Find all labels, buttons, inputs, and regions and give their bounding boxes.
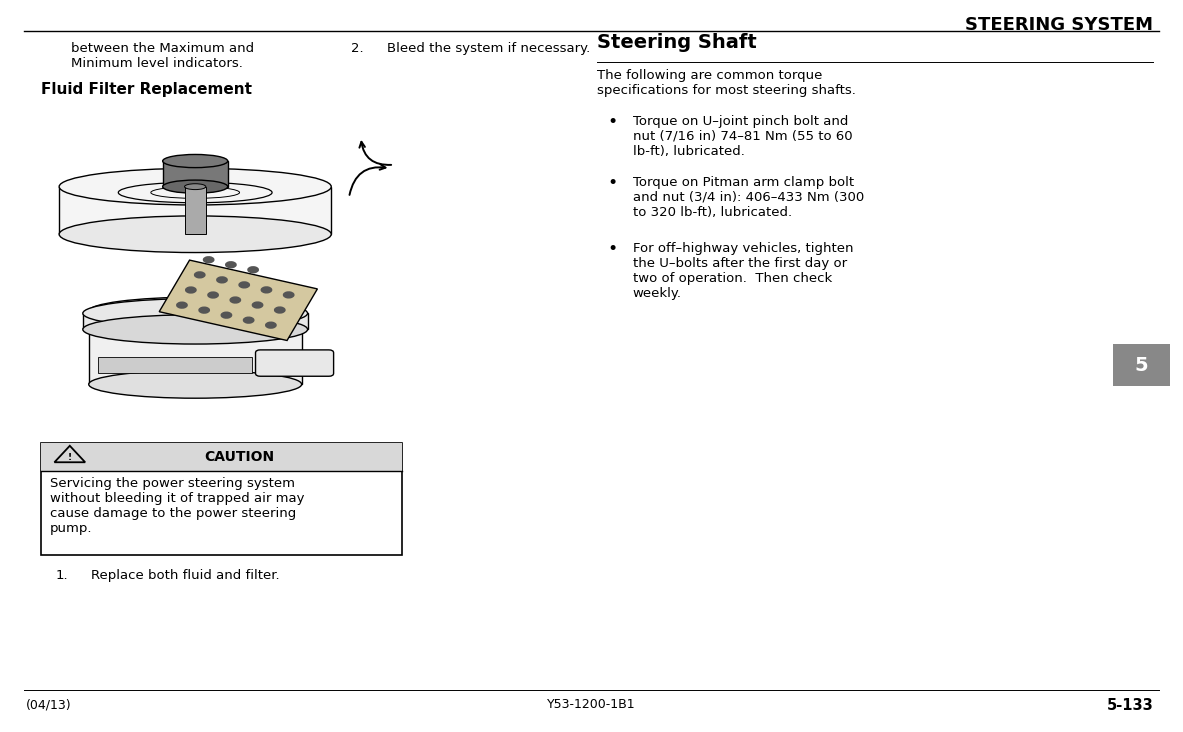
Circle shape — [199, 307, 211, 314]
Text: Bleed the system if necessary.: Bleed the system if necessary. — [387, 42, 590, 56]
Circle shape — [243, 316, 254, 324]
Ellipse shape — [83, 299, 308, 328]
FancyBboxPatch shape — [89, 311, 302, 384]
Text: Replace both fluid and filter.: Replace both fluid and filter. — [91, 569, 279, 583]
Text: For off–highway vehicles, tighten
the U–bolts after the first day or
two of oper: For off–highway vehicles, tighten the U–… — [633, 242, 853, 299]
Text: Servicing the power steering system
without bleeding it of trapped air may
cause: Servicing the power steering system with… — [50, 477, 304, 534]
Text: Torque on U–joint pinch bolt and
nut (7/16 in) 74–81 Nm (55 to 60
lb-ft), lubric: Torque on U–joint pinch bolt and nut (7/… — [633, 115, 853, 158]
FancyBboxPatch shape — [41, 443, 402, 471]
Text: CAUTION: CAUTION — [205, 449, 274, 464]
FancyBboxPatch shape — [41, 443, 402, 555]
Text: Y53-1200-1B1: Y53-1200-1B1 — [548, 698, 635, 712]
Circle shape — [207, 291, 219, 299]
FancyBboxPatch shape — [98, 357, 252, 373]
FancyBboxPatch shape — [185, 187, 206, 234]
Text: The following are common torque
specifications for most steering shafts.: The following are common torque specific… — [597, 69, 856, 97]
Text: •: • — [607, 174, 618, 193]
Circle shape — [274, 307, 286, 314]
FancyBboxPatch shape — [1113, 344, 1170, 386]
Text: 5: 5 — [1134, 356, 1149, 375]
Text: 2.: 2. — [351, 42, 364, 56]
Ellipse shape — [59, 168, 331, 205]
Text: !: ! — [67, 453, 72, 462]
Text: •: • — [607, 240, 618, 258]
Text: Fluid Filter Replacement: Fluid Filter Replacement — [41, 82, 252, 97]
Circle shape — [247, 266, 259, 274]
FancyBboxPatch shape — [256, 350, 334, 376]
Circle shape — [265, 321, 277, 329]
FancyBboxPatch shape — [160, 260, 317, 340]
Circle shape — [202, 256, 214, 264]
Text: between the Maximum and
Minimum level indicators.: between the Maximum and Minimum level in… — [71, 42, 254, 70]
Circle shape — [230, 296, 241, 304]
Circle shape — [225, 261, 237, 269]
Text: Torque on Pitman arm clamp bolt
and nut (3/4 in): 406–433 Nm (300
to 320 lb-ft),: Torque on Pitman arm clamp bolt and nut … — [633, 176, 864, 219]
FancyBboxPatch shape — [163, 161, 227, 187]
Ellipse shape — [83, 315, 308, 344]
FancyBboxPatch shape — [83, 313, 308, 329]
Circle shape — [238, 281, 250, 288]
Circle shape — [185, 286, 196, 294]
Text: •: • — [607, 113, 618, 132]
Text: Steering Shaft: Steering Shaft — [597, 33, 757, 52]
Circle shape — [220, 312, 232, 319]
FancyBboxPatch shape — [59, 187, 331, 234]
Text: (04/13): (04/13) — [26, 698, 72, 712]
Circle shape — [176, 302, 188, 309]
Ellipse shape — [185, 184, 206, 190]
Circle shape — [194, 272, 206, 279]
Ellipse shape — [163, 180, 227, 193]
Circle shape — [260, 286, 272, 294]
Ellipse shape — [59, 216, 331, 253]
Text: 5-133: 5-133 — [1106, 698, 1153, 713]
Ellipse shape — [89, 370, 302, 398]
Circle shape — [283, 291, 295, 299]
Text: 1.: 1. — [56, 569, 69, 583]
Circle shape — [252, 302, 264, 309]
Circle shape — [216, 276, 228, 283]
Text: STEERING SYSTEM: STEERING SYSTEM — [965, 16, 1153, 34]
Ellipse shape — [163, 154, 227, 168]
Ellipse shape — [89, 297, 302, 325]
